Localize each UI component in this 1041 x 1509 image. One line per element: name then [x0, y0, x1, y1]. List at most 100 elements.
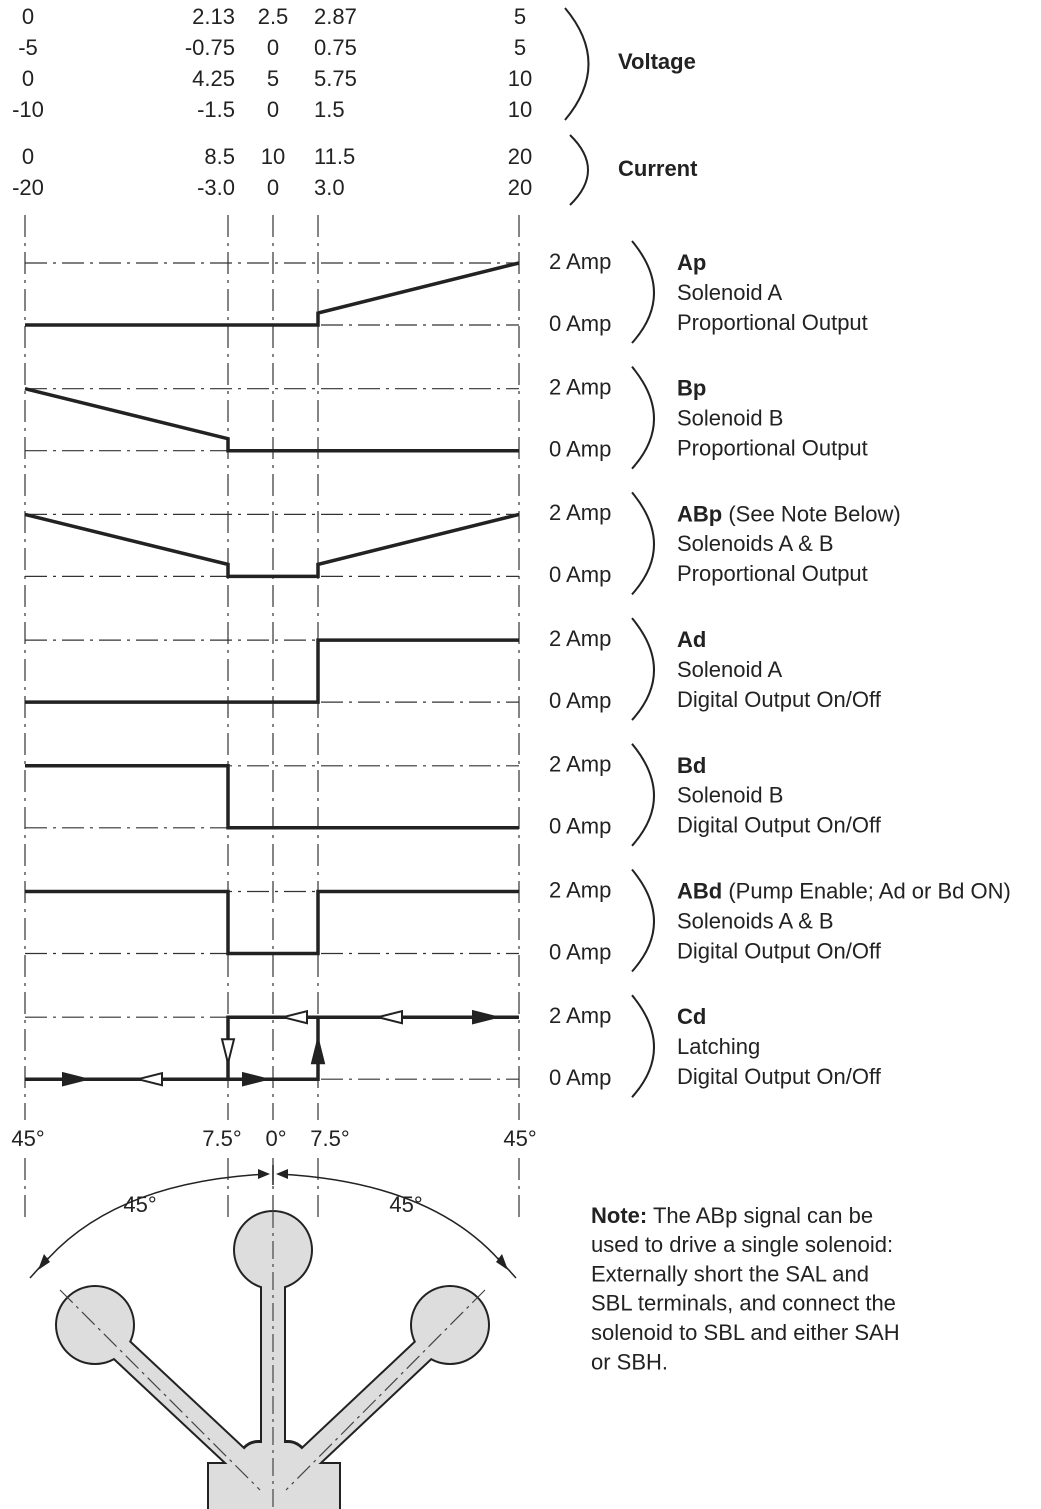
arrowhead	[276, 1169, 288, 1179]
channel-desc: Solenoid A	[677, 657, 783, 682]
channel-name: Ad	[677, 627, 706, 652]
note-line: or SBH.	[591, 1349, 668, 1374]
scale-value: 2.13	[192, 4, 235, 29]
channel-name: Bd	[677, 753, 706, 778]
angle-label: 7.5°	[202, 1126, 241, 1151]
waveform	[24, 387, 519, 453]
brace	[631, 240, 655, 344]
level-label: 2 Amp	[549, 626, 611, 651]
level-label: 2 Amp	[549, 752, 611, 777]
swing-arc	[39, 1173, 269, 1269]
scale-label: Current	[618, 156, 698, 181]
scale-value: 11.5	[314, 144, 355, 169]
waveform	[25, 1017, 320, 1081]
note-line: Externally short the SAL and	[591, 1261, 869, 1286]
level-label: 0 Amp	[549, 814, 611, 839]
arrowhead	[377, 1009, 403, 1025]
level-label: 0 Amp	[549, 1065, 611, 1090]
tick	[497, 1257, 517, 1279]
arrowhead	[220, 1038, 236, 1064]
channel-name: Cd	[677, 1004, 706, 1029]
scale-value: 5	[267, 66, 279, 91]
waveform	[25, 889, 519, 956]
channel-desc: Latching	[677, 1034, 760, 1059]
swing-arc	[277, 1173, 507, 1269]
brace	[569, 134, 589, 206]
channel-id: Bd	[677, 753, 706, 778]
note-line: Note: The ABp signal can be	[591, 1203, 873, 1228]
channel-id: Cd	[677, 1004, 706, 1029]
scale-value: 2.5	[258, 4, 289, 29]
waveform	[25, 261, 520, 327]
waveform	[226, 1015, 519, 1080]
scale-value: 0.75	[314, 35, 357, 60]
level-label: 0 Amp	[549, 688, 611, 713]
scale-value: 10	[508, 66, 532, 91]
scale-value: -3.0	[197, 175, 235, 200]
note-label: Note:	[591, 1203, 647, 1228]
brace	[631, 617, 655, 721]
channel-desc: Solenoid A	[677, 280, 783, 305]
tick	[29, 1257, 49, 1279]
scale-value: 5.75	[314, 66, 357, 91]
channel-name: ABd (Pump Enable; Ad or Bd ON)	[677, 878, 1011, 903]
scale-value: 0	[22, 4, 34, 29]
channel-desc: Digital Output On/Off	[677, 687, 882, 712]
scale-value: 5	[514, 35, 526, 60]
scale-value: -1.5	[197, 97, 235, 122]
scale-value: -20	[12, 175, 44, 200]
angle-label: 45°	[389, 1192, 422, 1217]
brace	[631, 994, 655, 1098]
level-label: 2 Amp	[549, 1003, 611, 1028]
note-line: used to drive a single solenoid:	[591, 1232, 893, 1257]
arrowhead	[310, 1038, 326, 1065]
note-text: The ABp signal can be	[653, 1203, 873, 1228]
channel-name: Bp	[677, 376, 706, 401]
channel-id: Ad	[677, 627, 706, 652]
arrowhead	[242, 1071, 268, 1087]
angle-label: 45°	[503, 1126, 536, 1151]
channel-desc: Digital Output On/Off	[677, 813, 882, 838]
base	[209, 1464, 339, 1509]
scale-value: 3.0	[314, 175, 345, 200]
channel-desc: Digital Output On/Off	[677, 1064, 882, 1089]
scale-value: -10	[12, 97, 44, 122]
scale-value: 2.87	[314, 4, 357, 29]
level-label: 2 Amp	[549, 249, 611, 274]
scale-value: 0	[267, 97, 279, 122]
centerline	[59, 1289, 261, 1491]
channel-desc: Solenoid B	[677, 783, 783, 808]
brace	[631, 491, 655, 596]
channel-desc: Solenoids A & B	[677, 531, 834, 556]
scale-value: 10	[261, 144, 285, 169]
brace	[631, 743, 655, 847]
arrowhead	[472, 1009, 498, 1025]
note-line: solenoid to SBL and either SAH	[591, 1320, 900, 1345]
scale-value: 20	[508, 144, 532, 169]
scale-value: 8.5	[204, 144, 235, 169]
angle-label: 45°	[123, 1192, 156, 1217]
level-label: 0 Amp	[549, 437, 611, 462]
note-line: SBL terminals, and connect the	[591, 1291, 896, 1316]
scale-value: 0	[267, 175, 279, 200]
level-label: 2 Amp	[549, 375, 611, 400]
angle-label: 0°	[265, 1126, 286, 1151]
waveform	[25, 764, 519, 830]
angle-label: 45°	[11, 1126, 44, 1151]
channel-desc: Proportional Output	[677, 310, 868, 335]
channel-desc: Solenoids A & B	[677, 908, 834, 933]
angle-label: 7.5°	[310, 1126, 349, 1151]
scale-value: -0.75	[185, 35, 235, 60]
channel-desc: Proportional Output	[677, 436, 868, 461]
scale-value: 0	[22, 66, 34, 91]
brace	[631, 366, 655, 470]
level-label: 0 Amp	[549, 311, 611, 336]
scale-label: Voltage	[618, 49, 696, 74]
arrowhead	[282, 1009, 308, 1025]
scale-value: 10	[508, 97, 532, 122]
channel-desc: Solenoid B	[677, 406, 783, 431]
scale-value: -5	[18, 35, 38, 60]
brace	[564, 7, 590, 121]
channel-desc: Digital Output On/Off	[677, 938, 882, 963]
